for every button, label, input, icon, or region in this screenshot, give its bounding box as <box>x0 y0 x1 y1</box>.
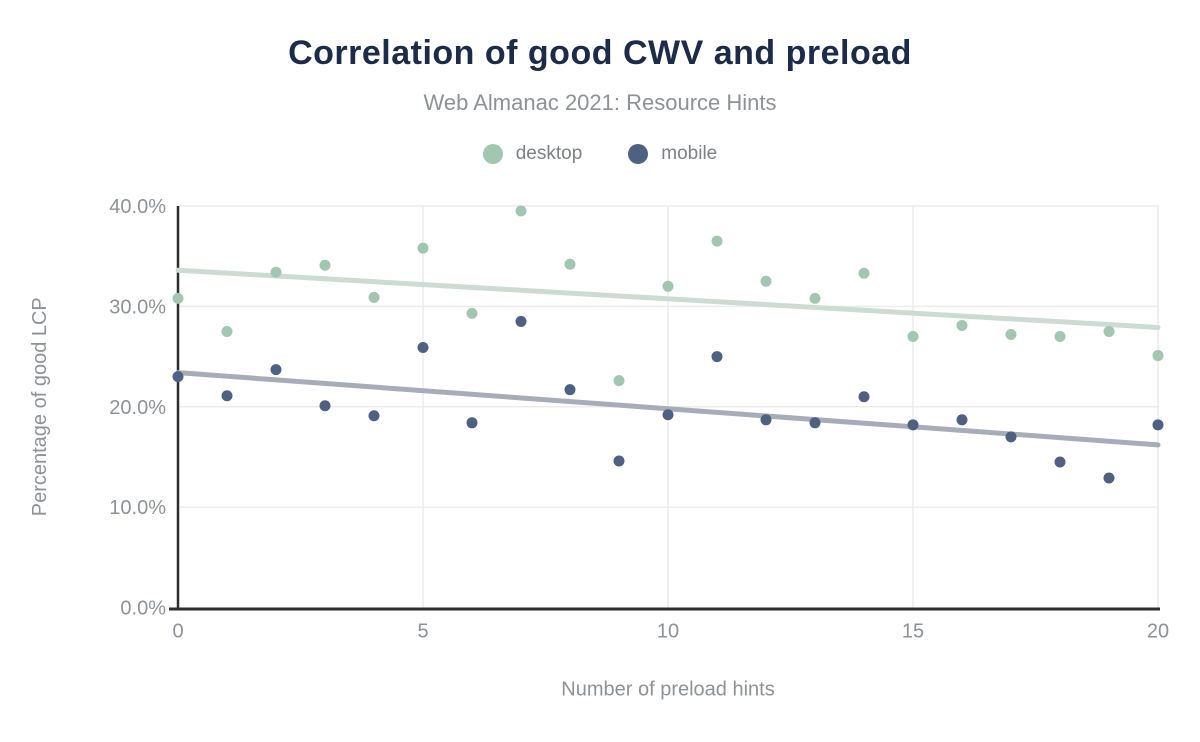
x-tick-label: 20 <box>1147 621 1169 643</box>
mobile-point <box>1054 456 1066 468</box>
y-tick-label: 20.0% <box>109 397 166 419</box>
mobile-point <box>172 371 184 383</box>
mobile-point <box>466 417 478 429</box>
desktop-point <box>319 259 331 271</box>
desktop-point <box>907 330 919 342</box>
mobile-point <box>760 414 772 426</box>
x-axis-title: Number of preload hints <box>561 679 774 701</box>
mobile-point <box>956 414 968 426</box>
scatter-plot: 0.0% 10.0% 20.0% 30.0% 40.0% 0 5 10 15 20 Number o… <box>29 196 1169 701</box>
desktop-point <box>1005 328 1017 340</box>
mobile-point <box>319 400 331 412</box>
mobile-point <box>711 351 723 363</box>
mobile-swatch-icon <box>628 144 649 164</box>
mobile-point <box>515 315 527 327</box>
x-tick-label: 15 <box>902 621 924 643</box>
mobile-point <box>1152 419 1164 431</box>
y-tick-label: 30.0% <box>109 296 166 318</box>
legend-item-desktop: desktop <box>482 143 583 165</box>
desktop-trend-line <box>175 267 1161 330</box>
mobile-point <box>1005 431 1017 443</box>
legend: desktop mobile <box>0 143 1200 165</box>
mobile-point <box>221 390 233 402</box>
mobile-point <box>1103 472 1115 484</box>
desktop-point <box>564 258 576 270</box>
desktop-point <box>466 307 478 319</box>
y-tick-label: 40.0% <box>109 196 166 218</box>
desktop-point <box>858 267 870 279</box>
mobile-point <box>809 417 821 429</box>
mobile-point <box>907 419 919 431</box>
desktop-point <box>662 280 674 292</box>
x-tick-label: 5 <box>417 621 428 643</box>
mobile-point <box>613 455 625 467</box>
desktop-point <box>760 275 772 287</box>
y-axis-title: Percentage of good LCP <box>29 297 51 516</box>
desktop-point <box>368 291 380 303</box>
desktop-point <box>1054 330 1066 342</box>
desktop-point <box>172 292 184 304</box>
mobile-point <box>270 364 282 376</box>
desktop-point <box>515 205 527 217</box>
legend-item-mobile: mobile <box>628 143 717 165</box>
legend-label-mobile: mobile <box>661 143 718 164</box>
chart-subtitle: Web Almanac 2021: Resource Hints <box>423 90 777 115</box>
desktop-swatch-icon <box>482 144 503 164</box>
desktop-point <box>711 235 723 247</box>
desktop-point <box>417 242 429 254</box>
desktop-point <box>1103 325 1115 337</box>
desktop-point <box>1152 350 1164 362</box>
mobile-point <box>564 384 576 396</box>
mobile-point <box>368 410 380 422</box>
x-tick-label: 10 <box>657 621 679 643</box>
y-tick-label: 0.0% <box>120 598 166 620</box>
mobile-point <box>417 342 429 354</box>
mobile-point <box>858 391 870 403</box>
chart-title: Correlation of good CWV and preload <box>288 34 912 72</box>
desktop-point <box>956 319 968 331</box>
mobile-trend-line <box>175 370 1161 448</box>
legend-label-desktop: desktop <box>515 143 583 164</box>
desktop-point <box>809 292 821 304</box>
mobile-point <box>662 409 674 421</box>
desktop-point <box>613 375 625 387</box>
desktop-point <box>221 325 233 337</box>
desktop-point <box>270 266 282 278</box>
x-tick-label: 0 <box>172 621 183 643</box>
y-tick-label: 10.0% <box>109 497 166 519</box>
